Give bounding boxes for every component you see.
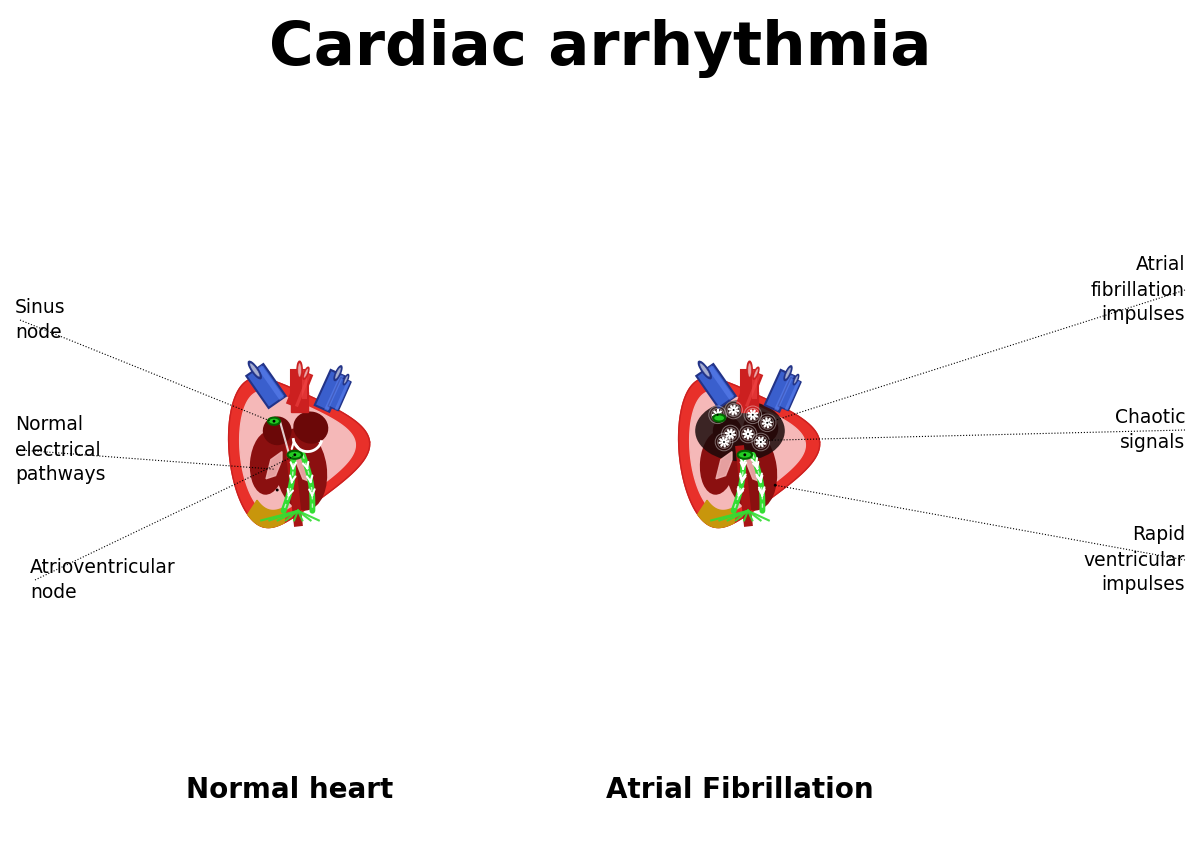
Polygon shape	[697, 500, 736, 528]
Circle shape	[774, 484, 776, 486]
Polygon shape	[247, 500, 286, 528]
Text: Normal
electrical
pathways: Normal electrical pathways	[14, 415, 106, 485]
Circle shape	[746, 432, 750, 436]
Polygon shape	[296, 453, 311, 482]
Ellipse shape	[250, 363, 260, 377]
Text: Atrial
fibrillation
impulses: Atrial fibrillation impulses	[1091, 256, 1186, 324]
Ellipse shape	[268, 418, 280, 425]
Ellipse shape	[793, 374, 799, 384]
Polygon shape	[679, 378, 820, 528]
Ellipse shape	[754, 368, 758, 378]
Ellipse shape	[293, 412, 329, 444]
Ellipse shape	[713, 416, 742, 445]
Polygon shape	[740, 370, 758, 399]
Ellipse shape	[695, 401, 785, 462]
Polygon shape	[785, 380, 800, 410]
Polygon shape	[778, 378, 802, 411]
Polygon shape	[774, 374, 794, 411]
Ellipse shape	[713, 414, 725, 421]
Circle shape	[716, 414, 719, 416]
Circle shape	[272, 420, 276, 423]
Ellipse shape	[725, 428, 778, 511]
Polygon shape	[246, 364, 286, 408]
Ellipse shape	[296, 361, 302, 378]
Polygon shape	[696, 364, 736, 408]
Circle shape	[733, 409, 734, 411]
Ellipse shape	[263, 416, 292, 445]
Circle shape	[766, 421, 769, 425]
Ellipse shape	[344, 376, 348, 384]
Polygon shape	[328, 378, 352, 411]
Ellipse shape	[275, 428, 328, 511]
Polygon shape	[257, 366, 284, 400]
Circle shape	[751, 413, 755, 417]
Polygon shape	[240, 391, 355, 514]
Ellipse shape	[785, 367, 791, 379]
Ellipse shape	[738, 450, 752, 459]
Polygon shape	[314, 370, 346, 412]
Polygon shape	[746, 453, 761, 482]
Polygon shape	[324, 374, 344, 411]
Text: Atrial Fibrillation: Atrial Fibrillation	[606, 776, 874, 804]
Polygon shape	[295, 374, 311, 407]
Polygon shape	[740, 392, 758, 412]
Polygon shape	[716, 451, 732, 479]
Ellipse shape	[304, 367, 308, 379]
Circle shape	[767, 422, 768, 424]
Circle shape	[730, 433, 731, 435]
Ellipse shape	[700, 363, 710, 377]
Circle shape	[743, 453, 746, 456]
Ellipse shape	[250, 431, 286, 495]
Polygon shape	[737, 371, 762, 408]
Ellipse shape	[288, 450, 302, 459]
Polygon shape	[707, 366, 734, 400]
Polygon shape	[287, 371, 312, 408]
Polygon shape	[290, 392, 308, 412]
Ellipse shape	[248, 361, 262, 378]
Circle shape	[758, 440, 763, 444]
Text: Chaotic
signals: Chaotic signals	[1115, 408, 1186, 452]
Text: Atrioventricular
node: Atrioventricular node	[30, 558, 175, 602]
Circle shape	[728, 432, 732, 436]
Polygon shape	[266, 451, 282, 479]
Text: Rapid
ventricular
impulses: Rapid ventricular impulses	[1084, 525, 1186, 595]
Ellipse shape	[343, 374, 349, 384]
Polygon shape	[752, 370, 757, 399]
Circle shape	[715, 413, 720, 417]
Ellipse shape	[298, 363, 301, 377]
Circle shape	[732, 408, 736, 412]
Text: Cardiac arrhythmia: Cardiac arrhythmia	[269, 19, 931, 77]
Circle shape	[752, 414, 754, 416]
Ellipse shape	[743, 412, 779, 444]
Ellipse shape	[335, 367, 341, 379]
Circle shape	[722, 440, 726, 444]
Ellipse shape	[754, 367, 758, 379]
Ellipse shape	[700, 431, 736, 495]
Polygon shape	[690, 391, 805, 514]
Ellipse shape	[698, 361, 712, 378]
Circle shape	[748, 433, 749, 435]
Ellipse shape	[746, 361, 752, 378]
Circle shape	[760, 441, 762, 443]
Ellipse shape	[794, 376, 798, 384]
Text: Normal heart: Normal heart	[186, 776, 394, 804]
Ellipse shape	[304, 368, 308, 378]
Polygon shape	[745, 374, 761, 407]
Ellipse shape	[334, 366, 342, 381]
Circle shape	[724, 441, 725, 443]
Polygon shape	[229, 378, 370, 528]
Polygon shape	[290, 370, 308, 399]
Circle shape	[276, 488, 278, 492]
Polygon shape	[764, 370, 796, 412]
Ellipse shape	[784, 366, 792, 381]
Polygon shape	[335, 380, 350, 410]
Polygon shape	[302, 370, 307, 399]
Circle shape	[293, 453, 296, 456]
Text: Sinus
node: Sinus node	[14, 298, 66, 342]
Ellipse shape	[748, 363, 751, 377]
